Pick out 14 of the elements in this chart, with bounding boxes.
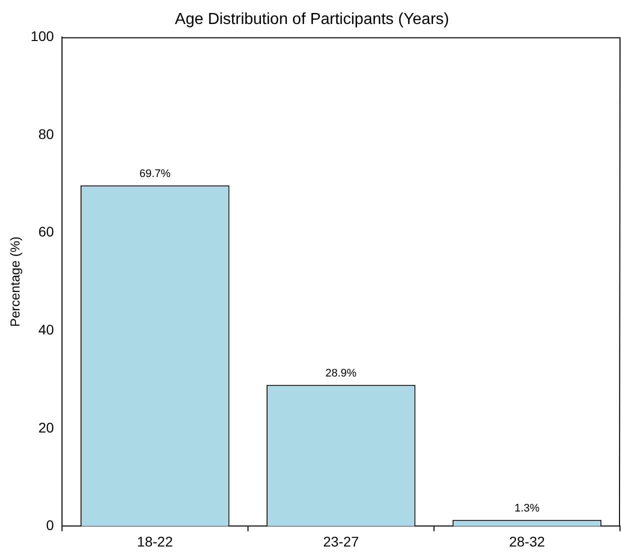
y-tick-label: 20 bbox=[38, 419, 54, 436]
y-axis-title: Percentage (%) bbox=[7, 236, 22, 327]
chart-title: Age Distribution of Participants (Years) bbox=[174, 11, 450, 28]
y-tick-label: 40 bbox=[38, 321, 54, 338]
x-tick-label: 28-32 bbox=[509, 533, 546, 550]
x-tick-label: 18-22 bbox=[137, 533, 174, 550]
y-tick-label: 60 bbox=[38, 224, 54, 240]
data-label: 69.7% bbox=[139, 168, 171, 180]
y-tick-label: 0 bbox=[46, 517, 54, 534]
y-tick-label: 80 bbox=[38, 126, 54, 142]
data-label: 1.3% bbox=[514, 502, 540, 514]
y-tick-label: 100 bbox=[30, 28, 54, 44]
x-tick-label: 23-27 bbox=[323, 533, 360, 550]
data-label: 28.9% bbox=[325, 367, 357, 380]
